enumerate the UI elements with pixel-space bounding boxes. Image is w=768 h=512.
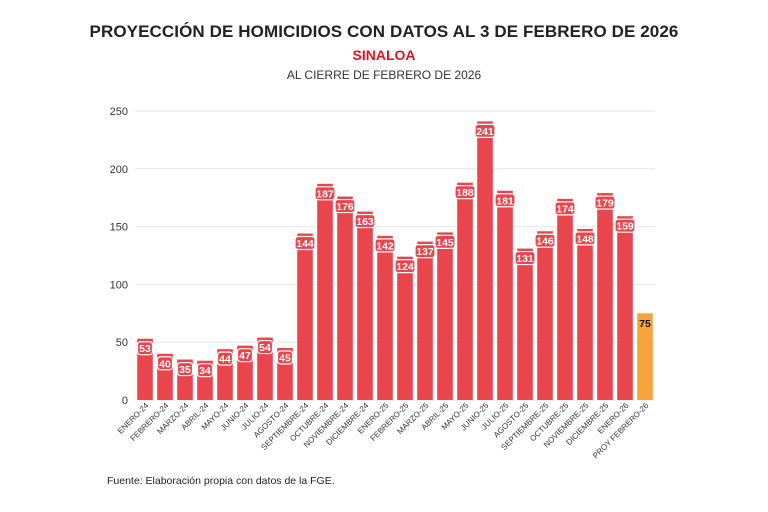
- bar: [637, 313, 653, 400]
- data-label: 174: [556, 203, 574, 215]
- data-label: 124: [396, 261, 414, 273]
- data-label-box: [394, 259, 416, 274]
- data-label-box: [236, 348, 254, 363]
- bar: [457, 182, 473, 400]
- data-label-box: [494, 193, 516, 208]
- bar: [597, 193, 613, 400]
- chart-subtitle-period: AL CIERRE DE FEBRERO DE 2026: [286, 68, 482, 82]
- data-label-box: [374, 238, 396, 253]
- bar: [557, 198, 573, 400]
- bar: [477, 121, 493, 401]
- bar: [377, 235, 393, 400]
- y-tick-label: 200: [110, 164, 128, 176]
- data-label-box: [594, 195, 616, 210]
- data-label: 131: [516, 253, 534, 265]
- bar: [577, 228, 593, 400]
- bar: [297, 233, 313, 400]
- data-label: 40: [159, 358, 171, 370]
- data-label: 159: [616, 221, 634, 233]
- bar: [537, 231, 553, 400]
- bar: [517, 248, 533, 400]
- data-label: 142: [376, 240, 394, 252]
- data-label-box: [637, 316, 653, 330]
- data-label-box: [156, 356, 174, 371]
- y-tick-label: 100: [110, 279, 128, 291]
- data-label-box: [574, 231, 596, 246]
- data-label-box: [534, 233, 556, 248]
- source-note: Fuente: Elaboración propia con datos de …: [107, 475, 335, 487]
- data-label-box: [256, 339, 274, 355]
- y-tick-label: 0: [122, 395, 128, 407]
- data-label-box: [454, 185, 476, 200]
- y-tick-label: 250: [110, 106, 128, 118]
- data-label-box: [554, 201, 576, 216]
- y-tick-label: 50: [116, 337, 128, 349]
- data-label-box: [354, 213, 376, 229]
- data-label: 163: [356, 216, 374, 228]
- data-label-box: [276, 350, 294, 365]
- data-label: 145: [436, 237, 454, 249]
- data-label-box: [216, 351, 234, 366]
- data-label-box: [474, 123, 496, 139]
- data-label-box: [176, 361, 194, 377]
- data-label: 47: [239, 350, 251, 362]
- data-label: 148: [576, 233, 594, 245]
- data-label-box: [136, 341, 154, 356]
- bar: [317, 183, 333, 400]
- y-tick-label: 150: [110, 222, 128, 234]
- data-label: 44: [219, 354, 231, 366]
- bar: [397, 256, 413, 400]
- data-label-box: [314, 186, 336, 201]
- bar: [617, 216, 633, 400]
- data-label: 144: [296, 238, 314, 250]
- data-label: 75: [639, 318, 651, 330]
- bar: [437, 232, 453, 400]
- data-label: 241: [476, 126, 494, 138]
- data-label: 35: [179, 364, 191, 376]
- chart-subtitle-state: SINALOA: [352, 47, 416, 63]
- bar: [357, 211, 373, 400]
- bar: [497, 190, 513, 400]
- data-label: 176: [336, 201, 354, 213]
- data-label: 45: [279, 352, 291, 364]
- data-label: 137: [416, 246, 434, 258]
- data-label-box: [294, 235, 316, 251]
- data-label-box: [514, 250, 536, 266]
- data-label: 54: [259, 342, 271, 354]
- data-label: 181: [496, 195, 514, 207]
- data-label-box: [196, 363, 214, 378]
- data-label: 53: [139, 343, 151, 355]
- bar: [337, 196, 353, 400]
- bar: [417, 241, 433, 400]
- data-label: 34: [199, 365, 211, 377]
- data-label-box: [434, 234, 456, 249]
- data-label-box: [414, 244, 436, 259]
- data-label: 187: [316, 188, 334, 200]
- data-label-box: [334, 198, 356, 214]
- data-label-box: [614, 218, 636, 233]
- data-label: 188: [456, 187, 474, 199]
- data-label: 146: [536, 236, 554, 248]
- chart-title: PROYECCIÓN DE HOMICIDIOS CON DATOS AL 3 …: [89, 22, 679, 41]
- data-label: 179: [596, 198, 614, 210]
